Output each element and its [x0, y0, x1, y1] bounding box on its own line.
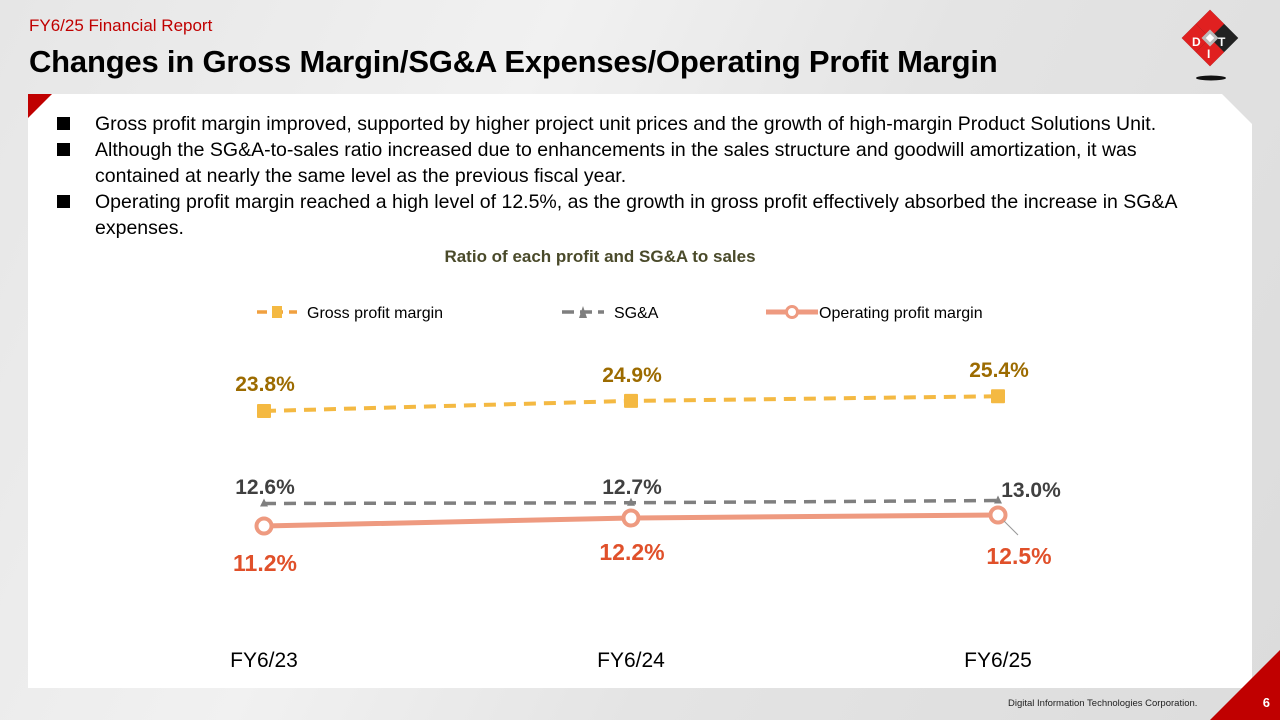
sga-data-label: 12.6%	[235, 476, 295, 499]
legend-gross-marker	[272, 306, 282, 318]
square-bullet-icon	[57, 143, 70, 156]
gross-margin-point	[991, 389, 1005, 404]
svg-text:I: I	[1207, 47, 1210, 61]
svg-text:D: D	[1192, 35, 1201, 49]
gross-margin-point	[624, 393, 638, 408]
gross-margin-data-label: 25.4%	[969, 359, 1029, 382]
report-subtitle: FY6/25 Financial Report	[29, 16, 213, 35]
gross-margin-point	[257, 404, 271, 418]
legend-op-label: Operating profit margin	[819, 305, 983, 322]
page-number: 6	[1262, 695, 1270, 710]
x-tick-label: FY6/24	[597, 649, 665, 672]
square-bullet-icon	[57, 117, 70, 130]
bullet-list: Gross profit margin improved, supported …	[55, 111, 1225, 241]
gross-margin-data-label: 23.8%	[235, 373, 295, 396]
label-leader-line	[1003, 520, 1019, 536]
x-tick-label: FY6/23	[230, 649, 298, 672]
legend-sga-label: SG&A	[614, 305, 659, 322]
bullet-item: Operating profit margin reached a high l…	[55, 189, 1225, 241]
chart-title: Ratio of each profit and SG&A to sales	[444, 247, 756, 266]
dit-cube-logo-icon: D I T	[1181, 9, 1239, 81]
op-margin-point	[988, 505, 1008, 525]
square-bullet-icon	[57, 195, 70, 208]
page-title: Changes in Gross Margin/SG&A Expenses/Op…	[29, 44, 998, 79]
op-margin-data-label: 11.2%	[233, 550, 297, 576]
legend-op-marker	[785, 305, 799, 319]
sga-data-label: 13.0%	[1001, 479, 1061, 502]
bullet-item: Gross profit margin improved, supported …	[55, 111, 1225, 137]
op-margin-data-label: 12.2%	[599, 539, 664, 565]
legend-sga-marker	[579, 306, 587, 318]
sga-point	[260, 498, 268, 507]
x-tick-label: FY6/25	[964, 649, 1032, 672]
svg-text:T: T	[1218, 35, 1226, 49]
op-margin-data-label: 12.5%	[986, 543, 1051, 569]
op-margin-point	[621, 508, 641, 528]
content-panel	[28, 94, 1252, 688]
bullet-item: Although the SG&A-to-sales ratio increas…	[55, 137, 1225, 189]
page-corner-accent	[1210, 650, 1280, 720]
legend-gross-label: Gross profit margin	[307, 305, 443, 322]
sga-point	[627, 497, 635, 506]
sga-point	[994, 495, 1002, 504]
red-corner-accent	[28, 94, 52, 118]
op-margin-point	[254, 516, 274, 536]
gross-margin-data-label: 24.9%	[602, 364, 662, 387]
footer-company: Digital Information Technologies Corpora…	[1008, 698, 1198, 709]
sga-data-label: 12.7%	[602, 476, 662, 499]
